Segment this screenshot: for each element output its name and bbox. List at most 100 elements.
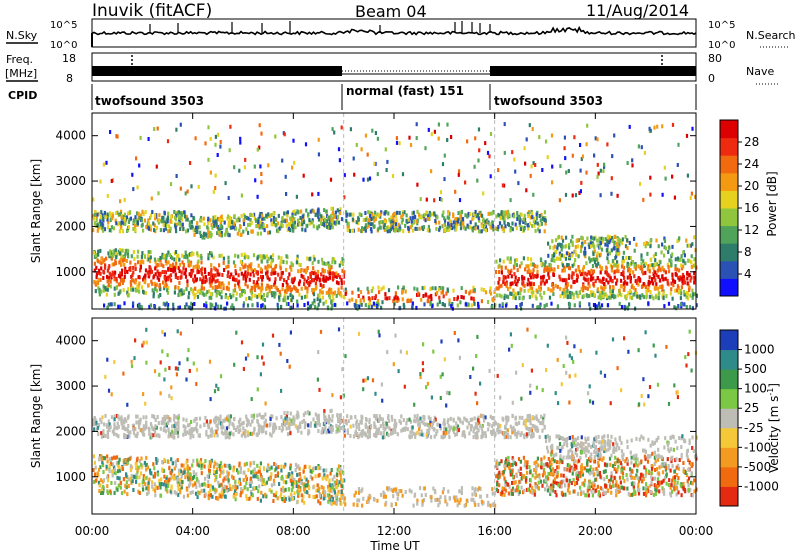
power-cell [588,245,591,250]
power-cell [370,289,373,293]
velocity-cell [163,457,166,462]
power-cell [331,276,334,281]
power-cell [668,245,671,250]
power-cell [600,285,603,290]
velocity-cell [256,496,259,501]
power-cell [253,164,256,169]
velocity-cell [290,474,293,478]
power-cell [498,293,501,298]
power-cell [333,220,336,225]
velocity-cell [551,488,555,493]
power-cell [685,133,689,138]
power-cell [501,183,504,188]
velocity-cell [174,459,177,464]
power-cell [184,274,188,279]
power-cell [304,285,307,290]
power-cell [167,266,170,271]
velocity-cell [473,500,476,505]
power-cell [248,296,251,301]
power-cell [425,197,428,202]
power-cell [520,212,523,217]
power-cell [266,264,270,269]
power-cell [631,163,634,168]
power-cell [332,219,335,224]
velocity-cell [356,503,359,508]
power-cell [308,281,311,286]
power-cell [450,223,453,228]
power-cell [103,270,106,275]
power-cell [175,229,178,234]
power-cell [119,271,122,276]
power-cell [438,295,441,300]
power-cell [583,246,587,251]
power-cell [334,272,337,277]
velocity-cell [505,481,508,486]
power-cell [552,273,555,277]
velocity-cell [218,483,221,488]
velocity-cell [528,465,531,469]
power-cell [544,218,547,223]
power-cell [158,306,161,311]
power-cell [111,262,114,267]
velocity-cell [245,481,248,486]
velocity-cell [281,474,284,479]
power-cell [124,252,127,257]
velocity-cell [522,490,525,495]
power-cell [311,218,314,223]
power-cell [263,228,266,233]
power-cell [663,165,666,170]
velocity-cell [556,460,559,465]
power-cell [393,299,396,304]
power-cell [260,282,263,287]
velocity-cell [670,459,673,464]
power-cell [281,224,285,228]
velocity-cell [610,471,613,476]
power-cell [315,285,318,290]
velocity-cell [656,477,660,482]
power-cell [338,158,341,163]
power-cell [108,264,111,269]
power-cell [500,294,503,299]
power-cell [125,215,128,220]
power-cell [617,252,620,257]
power-cell [301,222,304,227]
power-cell [410,223,414,228]
velocity-cell [188,482,191,487]
power-cell [244,270,247,275]
cpid-segment-1: twofsound 3503 [95,94,204,108]
power-cell [544,267,547,272]
power-cell [517,181,520,186]
velocity-cell [237,470,240,475]
velocity-cell [118,457,121,462]
power-cell [329,177,333,182]
power-cell [306,294,309,299]
power-cell [179,211,182,216]
power-cell [377,299,380,303]
power-cell [230,272,233,277]
power-cell [664,176,667,181]
velocity-cell [209,483,212,488]
power-cell [189,225,192,230]
power-cell [434,292,437,297]
velocity-cell [605,463,609,468]
velocity-cell [172,476,175,481]
power-cell [250,296,253,301]
power-cell [335,220,338,225]
velocity-cell [556,465,559,470]
power-cell [480,299,483,304]
power-cell [360,229,363,234]
power-cell [316,275,319,280]
velocity-cell [203,488,206,493]
velocity-cell [230,465,233,470]
power-cell [507,222,510,226]
velocity-cell [674,477,677,482]
power-cell [194,264,197,269]
power-cell [610,248,613,253]
power-cell [615,269,618,274]
power-cell [276,288,279,292]
power-cell [181,222,184,227]
velocity-cell [184,475,187,480]
velocity-cell [274,493,277,498]
velocity-cell [684,471,687,475]
velocity-cell [609,462,612,467]
